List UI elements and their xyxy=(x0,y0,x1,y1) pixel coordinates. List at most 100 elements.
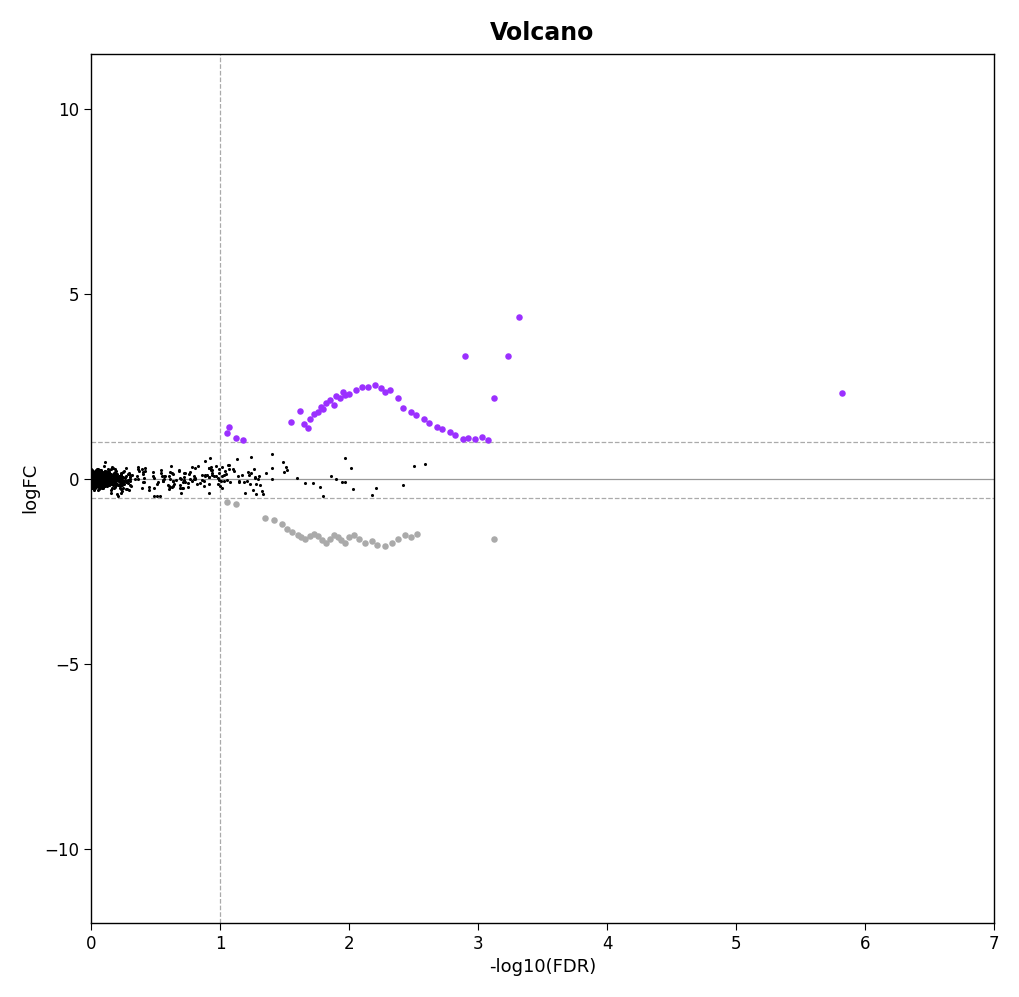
Point xyxy=(233,468,250,484)
Point xyxy=(98,466,114,482)
Point xyxy=(99,475,115,491)
Point xyxy=(121,469,138,485)
Point xyxy=(87,475,103,491)
Point xyxy=(183,460,200,476)
Point xyxy=(85,468,101,484)
Point xyxy=(94,468,110,484)
Point xyxy=(91,477,107,493)
Point xyxy=(96,472,112,488)
Point xyxy=(315,488,331,503)
Point xyxy=(95,470,111,486)
Point xyxy=(87,476,103,492)
Point xyxy=(202,450,218,466)
Point xyxy=(120,472,137,488)
Point xyxy=(121,474,138,490)
Point xyxy=(88,475,104,491)
Point xyxy=(97,464,113,480)
Point xyxy=(377,384,393,400)
Point xyxy=(389,390,406,406)
Point xyxy=(90,474,106,490)
Point xyxy=(95,466,111,482)
Point xyxy=(409,525,425,541)
Point xyxy=(88,473,104,489)
Point xyxy=(101,478,117,494)
Point xyxy=(84,467,100,483)
Point xyxy=(85,470,101,486)
Point xyxy=(333,474,350,490)
Point xyxy=(93,474,109,490)
Point xyxy=(302,528,318,544)
Point xyxy=(117,474,133,490)
Point xyxy=(310,528,326,544)
Point xyxy=(90,476,106,492)
Point xyxy=(93,479,109,495)
Point xyxy=(88,475,104,491)
Point xyxy=(85,470,101,486)
Point xyxy=(108,473,124,489)
Point xyxy=(84,461,100,477)
Point xyxy=(118,481,135,497)
Point xyxy=(91,480,107,496)
Point xyxy=(86,471,102,487)
Point xyxy=(94,470,110,486)
Point xyxy=(99,464,115,480)
Point xyxy=(107,469,123,485)
Point xyxy=(84,471,100,487)
Point xyxy=(135,475,151,491)
Point xyxy=(85,478,101,494)
Point xyxy=(428,419,444,435)
Point xyxy=(218,472,234,488)
Point xyxy=(175,481,192,497)
Point xyxy=(84,468,100,484)
Point xyxy=(102,468,118,484)
Point xyxy=(113,482,129,498)
Point xyxy=(84,465,100,481)
Point xyxy=(93,467,109,483)
Point xyxy=(102,473,118,489)
Point xyxy=(135,467,151,483)
Point xyxy=(92,470,108,486)
Point xyxy=(457,348,473,364)
Point xyxy=(105,466,121,482)
Point xyxy=(97,478,113,494)
Point xyxy=(120,483,137,498)
Point xyxy=(90,468,106,484)
Point xyxy=(97,471,113,487)
Point xyxy=(104,474,120,490)
Point xyxy=(86,470,102,486)
Point xyxy=(282,414,299,430)
Point xyxy=(247,469,263,485)
Point xyxy=(84,477,100,493)
Point xyxy=(225,463,242,479)
Point xyxy=(321,392,337,408)
Point xyxy=(107,477,123,493)
Point xyxy=(111,470,127,486)
Point xyxy=(367,377,383,393)
Point xyxy=(342,461,359,477)
Point xyxy=(84,467,100,483)
Point xyxy=(201,469,217,485)
Point xyxy=(103,473,119,489)
Point xyxy=(220,458,236,474)
Point xyxy=(318,534,334,550)
Point xyxy=(86,471,102,487)
Point xyxy=(95,474,111,490)
Point xyxy=(98,468,114,484)
Point xyxy=(248,486,264,501)
Point xyxy=(111,474,127,490)
Point xyxy=(197,469,213,485)
Point xyxy=(92,470,108,486)
Point xyxy=(243,465,259,481)
Point xyxy=(87,479,103,495)
Point xyxy=(115,474,131,490)
Point xyxy=(117,474,133,490)
Point xyxy=(84,474,100,490)
Point xyxy=(95,474,111,490)
Point xyxy=(137,461,153,477)
Point xyxy=(221,420,237,436)
Point xyxy=(92,467,108,483)
Point xyxy=(98,471,114,487)
Point xyxy=(97,464,113,480)
Point xyxy=(406,459,422,475)
Point xyxy=(85,468,101,484)
